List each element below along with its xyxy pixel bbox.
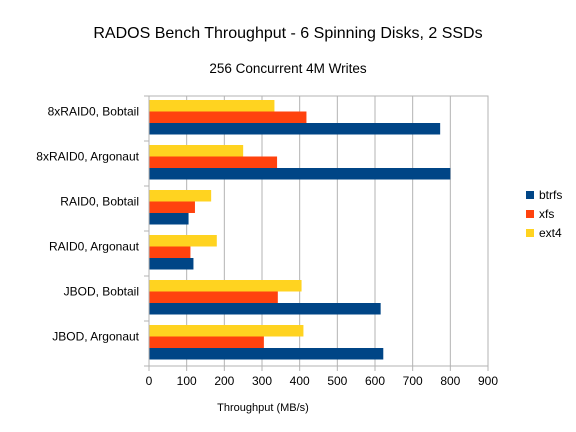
bar-xfs-6: [149, 336, 264, 348]
legend: btrfs xfs ext4: [526, 188, 562, 240]
bar-ext4-2: [149, 145, 244, 157]
bar-xfs-2: [149, 156, 278, 168]
x-axis-title: Throughput (MB/s): [217, 402, 309, 414]
chart-subtitle: 256 Concurrent 4M Writes: [209, 61, 367, 76]
bar-ext4-5: [149, 280, 302, 292]
bar-ext4-4: [149, 235, 217, 247]
category-label-2: 8xRAID0, Argonaut: [36, 149, 139, 163]
x-tick-label-400: 400: [290, 374, 310, 388]
x-tick-label-900: 900: [478, 374, 498, 388]
bar-btrfs-2: [149, 168, 451, 180]
bar-ext4-3: [149, 190, 212, 202]
x-tick-label-300: 300: [252, 374, 272, 388]
plot-area: [148, 95, 489, 367]
bar-xfs-3: [149, 201, 195, 213]
bar-xfs-4: [149, 246, 191, 258]
gridlines: [148, 95, 489, 367]
category-label-4: RAID0, Argonaut: [49, 239, 140, 253]
x-tick-label-0: 0: [146, 374, 153, 388]
x-tick-label-700: 700: [403, 374, 423, 388]
chart-title: RADOS Bench Throughput - 6 Spinning Disk…: [93, 25, 482, 42]
bar-ext4-6: [149, 325, 304, 337]
category-labels: 8xRAID0, Bobtail 8xRAID0, Argonaut RAID0, …: [36, 104, 139, 343]
legend-swatch-ext4: [526, 229, 534, 237]
bar-btrfs-6: [149, 348, 384, 360]
x-tick-label-600: 600: [365, 374, 385, 388]
x-tick-label-100: 100: [177, 374, 197, 388]
x-tick-label-500: 500: [327, 374, 347, 388]
bar-btrfs-4: [149, 258, 194, 270]
legend-label-xfs: xfs: [539, 207, 554, 221]
bar-btrfs-1: [149, 123, 441, 135]
bar-xfs-1: [149, 111, 307, 123]
category-label-5: JBOD, Bobtail: [64, 284, 139, 298]
category-label-3: RAID0, Bobtail: [60, 194, 139, 208]
x-tick-label-800: 800: [440, 374, 460, 388]
bars: [149, 100, 451, 360]
x-tick-label-200: 200: [214, 374, 234, 388]
bar-ext4-1: [149, 100, 275, 112]
x-tick-labels: 0 100 200 300 400 500 600 700 800 900: [146, 374, 499, 388]
axes: [144, 95, 489, 371]
legend-swatch-xfs: [526, 210, 534, 218]
legend-label-ext4: ext4: [539, 226, 562, 240]
legend-label-btrfs: btrfs: [539, 188, 562, 202]
legend-swatch-btrfs: [526, 191, 534, 199]
category-label-1: 8xRAID0, Bobtail: [48, 104, 139, 118]
category-label-6: JBOD, Argonaut: [52, 329, 139, 343]
bar-btrfs-3: [149, 213, 189, 225]
bar-btrfs-5: [149, 303, 381, 315]
bar-xfs-5: [149, 291, 278, 303]
